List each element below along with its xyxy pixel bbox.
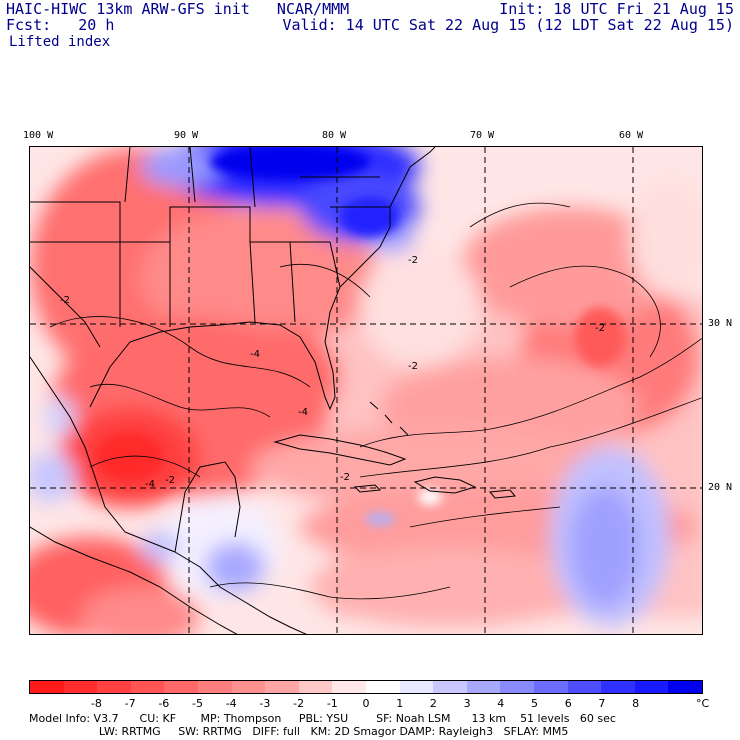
colorbar-swatch	[634, 681, 669, 693]
colorbar-unit: °C	[696, 697, 710, 710]
colorbar-swatch	[567, 681, 602, 693]
colorbar-swatch	[399, 681, 434, 693]
colorbar-label: -2	[293, 697, 305, 710]
contour-label: -4	[250, 349, 260, 360]
colorbar-swatch	[365, 681, 400, 693]
model-info-line2: LW: RRTMG SW: RRTMG DIFF: full KM: 2D Sm…	[29, 725, 569, 738]
init-time: Init: 18 UTC Fri 21 Aug 15	[499, 0, 734, 18]
colorbar-swatch	[197, 681, 232, 693]
contour-label: -2	[60, 295, 70, 306]
colorbar-label: 6	[564, 697, 572, 710]
contour-label: -2	[408, 255, 418, 266]
lon-label: 80 W	[322, 130, 347, 141]
colorbar-label: 5	[531, 697, 538, 710]
colorbar-label: -1	[326, 697, 338, 710]
contour-label: -2	[165, 475, 175, 486]
colorbar-swatch	[500, 681, 534, 693]
colorbar-swatch	[130, 681, 165, 693]
colorbar-label: -3	[259, 697, 271, 710]
colorbar-label: -8	[90, 697, 102, 710]
colorbar-swatch	[601, 681, 635, 693]
colorbar-swatch	[265, 681, 299, 693]
contour-label: -2	[595, 323, 605, 334]
colorbar-label: -4	[225, 697, 237, 710]
model-info-line1: Model Info: V3.7 CU: KF MP: Thompson PBL…	[29, 712, 616, 725]
contour-label: -2	[340, 472, 350, 483]
colorbar-label: 3	[463, 697, 471, 710]
colorbar-swatch	[30, 681, 64, 693]
model-title: HAIC-HIWC 13km ARW-GFS init NCAR/MMM	[6, 0, 350, 18]
colorbar-swatch	[97, 681, 131, 693]
lon-label: 90 W	[174, 130, 199, 141]
colorbar-swatch	[298, 681, 333, 693]
colorbar-swatch	[433, 681, 467, 693]
lifted-index-map: -2 -2 -4 -4 -2 -2 -4 -2 -2	[29, 146, 703, 635]
colorbar-swatch	[231, 681, 266, 693]
colorbar-label: 0	[362, 697, 370, 710]
colorbar-swatch	[164, 681, 198, 693]
field-name: Lifted index	[9, 34, 111, 50]
colorbar-label: -6	[158, 697, 170, 710]
colorbar-swatch	[332, 681, 366, 693]
colorbar-swatch	[63, 681, 98, 693]
valid-time: Valid: 14 UTC Sat 22 Aug 15 (12 LDT Sat …	[282, 16, 734, 34]
colorbar-label: 7	[598, 697, 606, 710]
colorbar-swatch	[668, 681, 702, 693]
lon-label: 100 W	[23, 130, 54, 141]
lon-label: 60 W	[619, 130, 644, 141]
colorbar-label: 8	[632, 697, 640, 710]
lon-label: 70 W	[470, 130, 495, 141]
colorbar-label: 1	[396, 697, 404, 710]
colorbar-label: 2	[429, 697, 437, 710]
lat-label: 20 N	[708, 482, 733, 493]
lat-label: 30 N	[708, 318, 733, 329]
contour-label: -2	[408, 361, 418, 372]
colorbar	[29, 680, 703, 694]
colorbar-swatch	[533, 681, 568, 693]
colorbar-label: 4	[497, 697, 505, 710]
colorbar-label: -5	[192, 697, 203, 710]
contour-label: -4	[145, 479, 155, 490]
forecast-hour: Fcst: 20 h	[6, 16, 115, 34]
contour-label: -4	[298, 407, 308, 418]
colorbar-label: -7	[124, 697, 136, 710]
colorbar-swatch	[466, 681, 501, 693]
